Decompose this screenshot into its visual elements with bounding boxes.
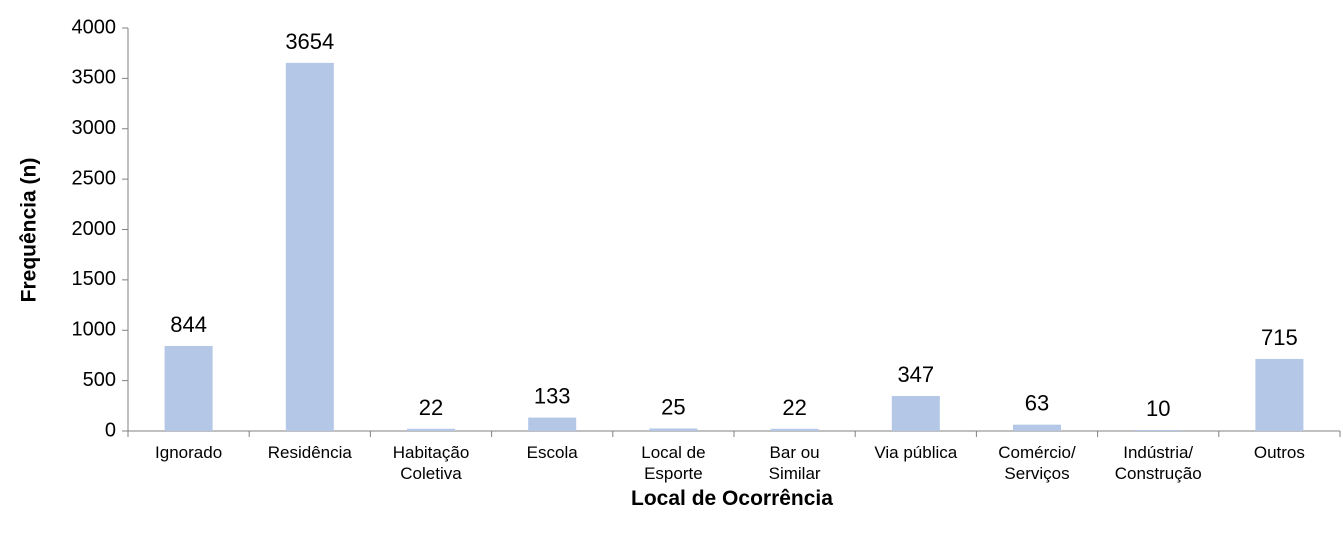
- value-label: 63: [1025, 391, 1049, 416]
- y-tick-label: 3000: [72, 117, 117, 139]
- x-axis-title: Local de Ocorrência: [631, 487, 833, 510]
- y-tick-label: 1000: [72, 319, 117, 341]
- x-tick-label: Habitação: [393, 443, 470, 462]
- y-tick-label: 4000: [72, 16, 117, 38]
- bar: [891, 396, 940, 431]
- value-label: 22: [419, 395, 443, 420]
- x-tick-label: Residência: [268, 443, 353, 462]
- y-tick-label: 2000: [72, 218, 117, 240]
- bar: [770, 428, 819, 431]
- value-label: 25: [661, 394, 685, 419]
- y-tick-label: 0: [105, 419, 116, 441]
- bar: [1013, 424, 1061, 431]
- y-tick-label: 500: [83, 369, 116, 391]
- x-tick-label: Local de: [641, 443, 705, 462]
- x-tick-label: Similar: [769, 464, 821, 483]
- x-tick-label: Escola: [527, 443, 579, 462]
- x-tick-label: Esporte: [644, 464, 703, 483]
- value-label: 22: [782, 395, 806, 420]
- value-label: 347: [897, 362, 934, 387]
- x-tick-label: Comércio/: [998, 443, 1076, 462]
- value-label: 133: [534, 384, 571, 409]
- y-tick-label: 3500: [72, 67, 117, 89]
- value-label: 10: [1146, 396, 1170, 421]
- x-tick-label: Ignorado: [155, 443, 222, 462]
- x-tick-label: Construção: [1115, 464, 1202, 483]
- x-tick-label: Coletiva: [400, 464, 462, 483]
- x-tick-label: Via pública: [874, 443, 957, 462]
- y-tick-label: 1500: [72, 268, 117, 290]
- bar: [407, 428, 455, 431]
- x-tick-label: Outros: [1254, 443, 1305, 462]
- value-label: 844: [170, 312, 207, 337]
- y-axis-title: Frequência (n): [18, 158, 41, 303]
- bar: [649, 428, 698, 431]
- x-tick-label: Bar ou: [770, 443, 820, 462]
- bar: [164, 345, 213, 431]
- value-label: 715: [1261, 325, 1298, 350]
- bar: [1255, 358, 1304, 431]
- y-tick-label: 2500: [72, 167, 117, 189]
- bar: [1134, 429, 1183, 431]
- x-tick-label: Indústria/: [1123, 443, 1193, 462]
- value-label: 3654: [285, 29, 334, 54]
- bar: [528, 417, 577, 431]
- x-tick-label: Serviços: [1004, 464, 1069, 483]
- bar: [285, 62, 334, 432]
